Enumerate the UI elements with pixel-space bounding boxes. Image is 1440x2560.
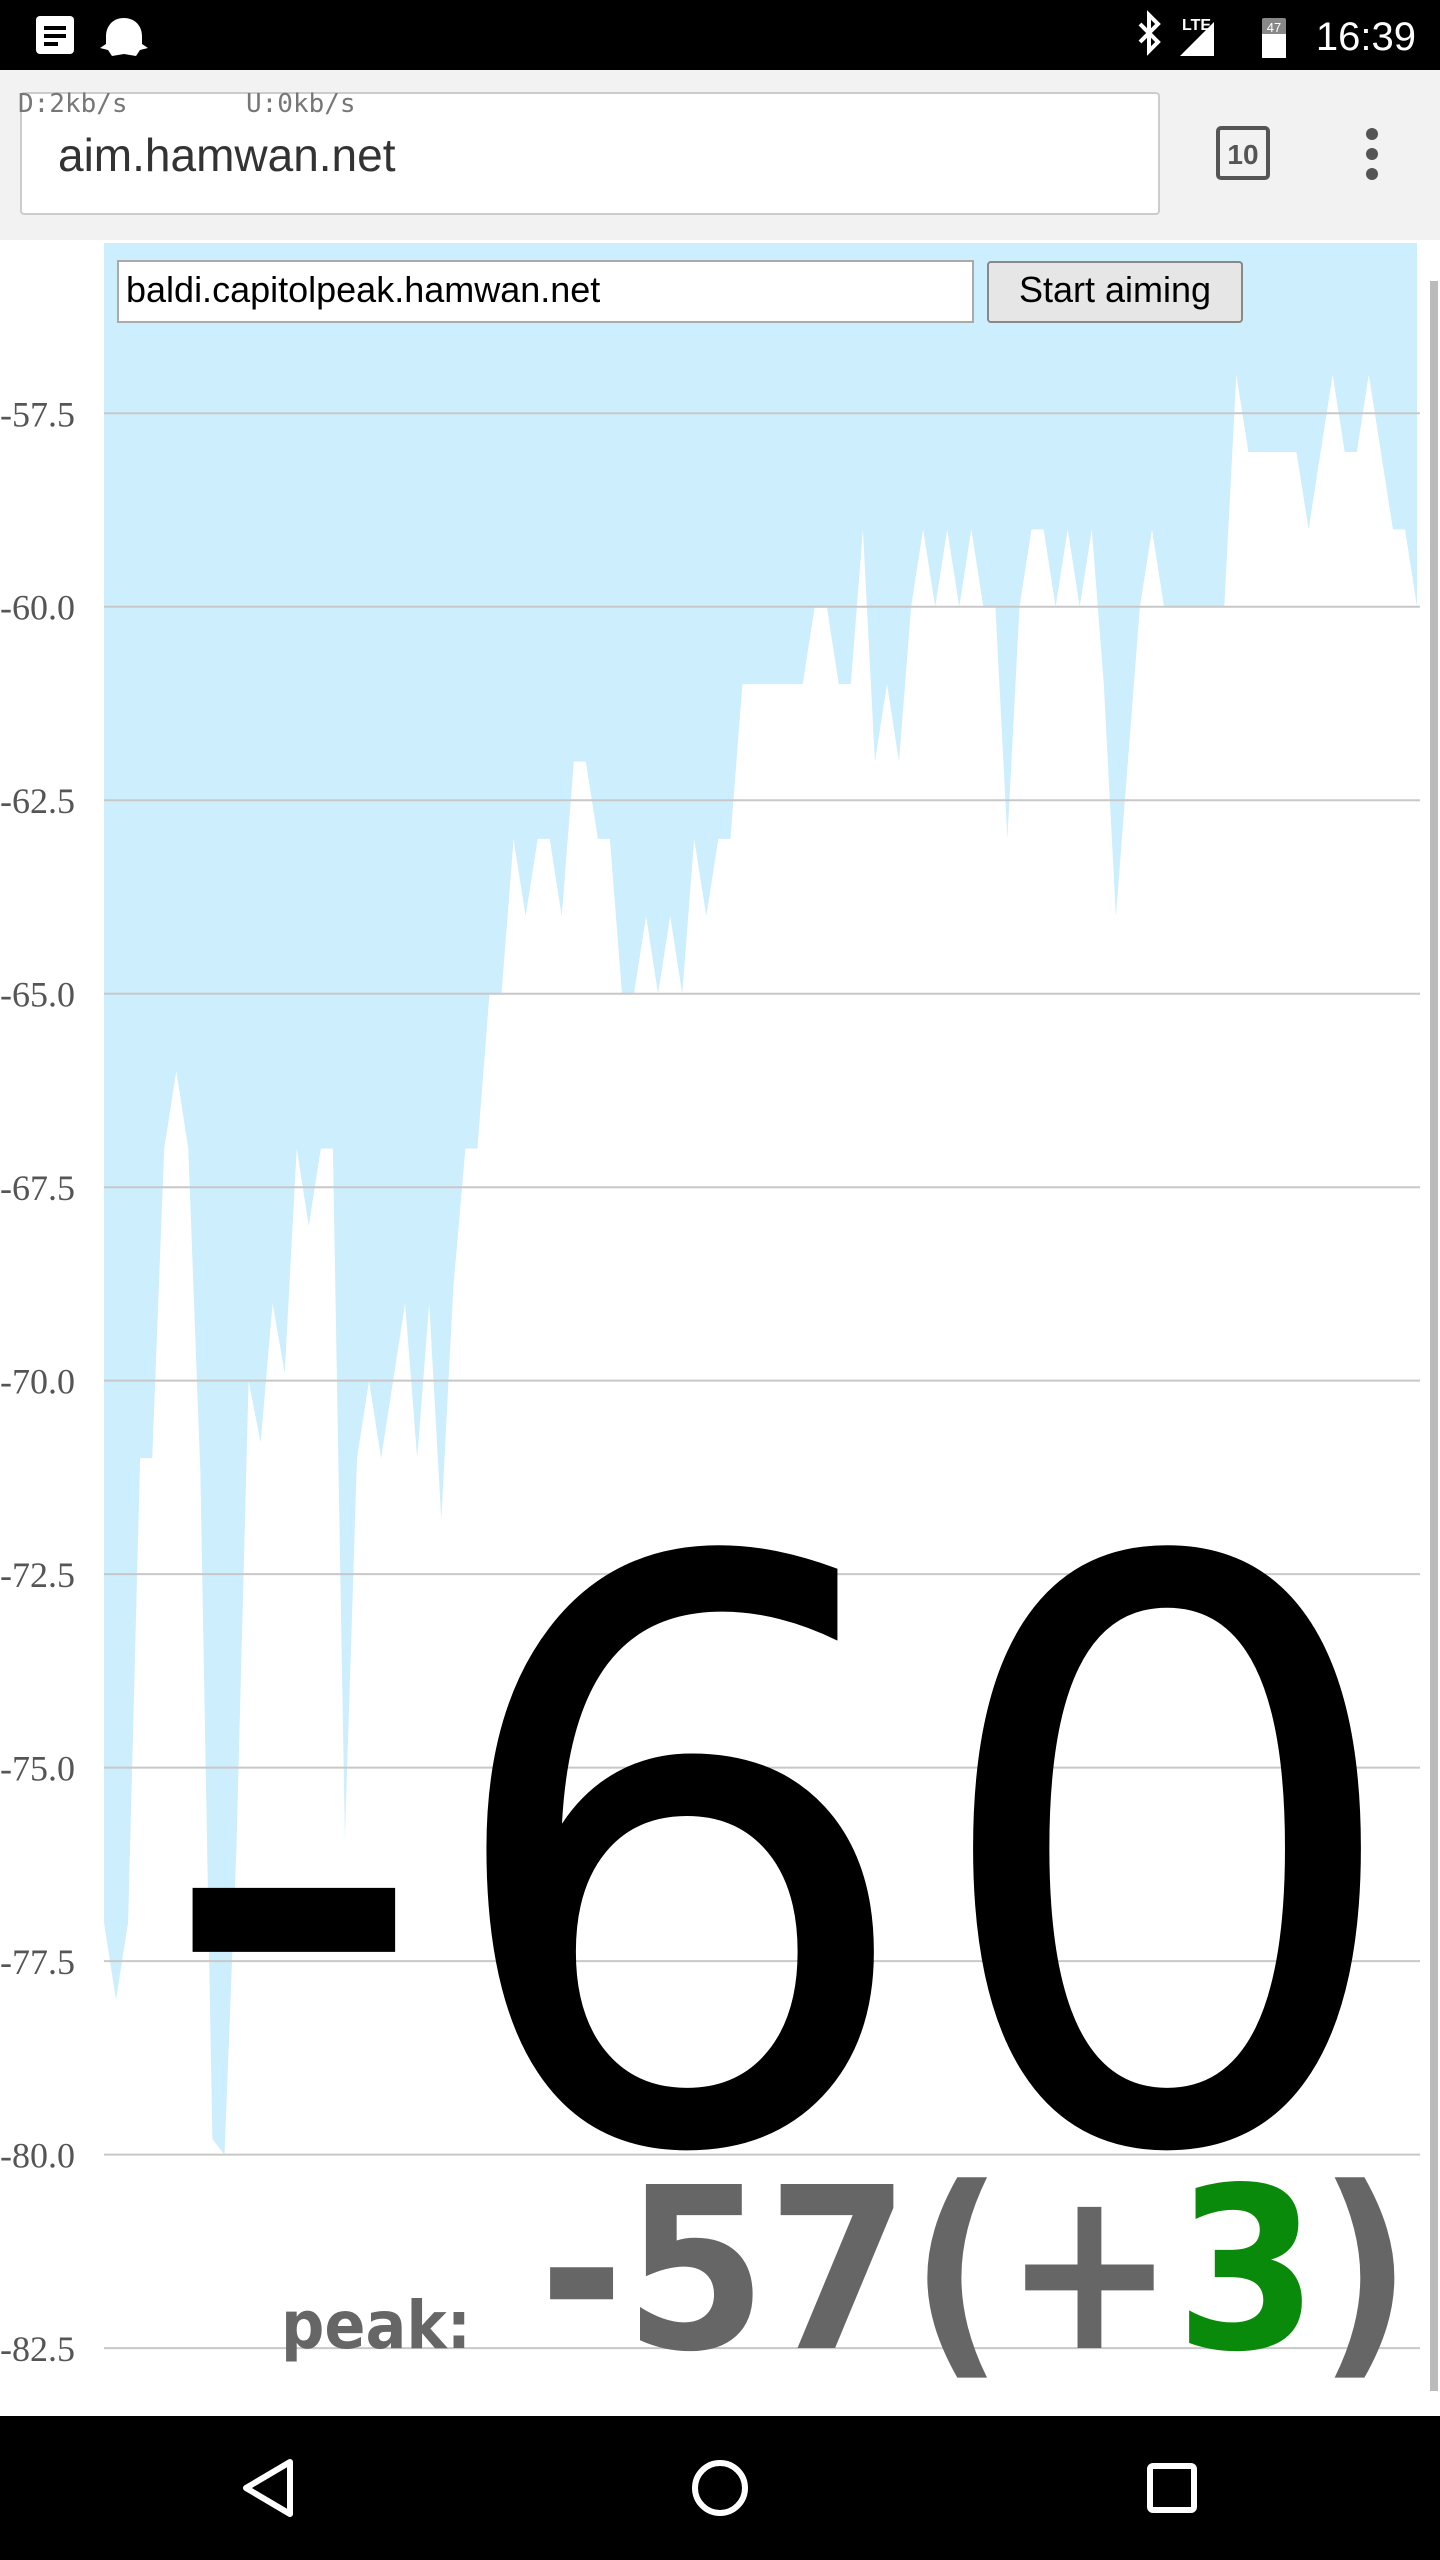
url-text: aim.hamwan.net <box>58 129 396 181</box>
y-tick-label: -75.0 <box>0 1749 75 1789</box>
y-tick-label: -65.0 <box>0 975 75 1015</box>
peak-readout: -57(+3) <box>539 2140 1412 2402</box>
back-button[interactable] <box>243 2459 293 2517</box>
start-button[interactable] <box>987 261 1243 323</box>
peak-delta: 3 <box>1175 2140 1318 2402</box>
download-rate: D:2kb/s <box>18 89 128 119</box>
y-tick-label: -62.5 <box>0 781 75 821</box>
upload-rate: U:0kb/s <box>246 89 356 119</box>
y-tick-label: -67.5 <box>0 1168 75 1208</box>
menu-dot[interactable] <box>1366 148 1378 160</box>
battery-label: 47 <box>1267 20 1281 35</box>
y-tick-label: -82.5 <box>0 2329 75 2369</box>
tabs-button[interactable] <box>1216 126 1270 180</box>
icon-line <box>44 34 66 38</box>
signal-area <box>104 243 1417 2155</box>
battery-level <box>1262 34 1286 58</box>
snapchat-icon <box>100 18 148 56</box>
y-tick-label: -77.5 <box>0 1942 75 1982</box>
bluetooth-icon <box>1138 10 1161 56</box>
start-button-label: Start aiming <box>1019 269 1211 310</box>
host-input[interactable] <box>117 260 974 323</box>
icon-line <box>44 42 58 46</box>
peak-open: (+ <box>910 2140 1176 2402</box>
y-tick-label: -72.5 <box>0 1555 75 1595</box>
peak-label: peak: <box>281 2287 471 2364</box>
status-bar <box>0 0 1440 70</box>
peak-close: ) <box>1318 2140 1412 2402</box>
y-tick-label: -70.0 <box>0 1362 75 1402</box>
peak-value: -57 <box>539 2140 910 2402</box>
lte-label: LTE <box>1182 17 1211 34</box>
y-tick-label: -57.5 <box>0 394 75 434</box>
recents-button[interactable] <box>1147 2463 1197 2513</box>
nav-bar <box>0 2416 1440 2560</box>
tabs-count: 10 <box>1227 139 1258 170</box>
y-tick-label: -80.0 <box>0 2136 75 2176</box>
chart: -57.5 -60.0 -62.5 -65.0 -67.5 -70.0 -72.5 -75.0… <box>0 243 1420 2369</box>
icon-line <box>44 26 66 30</box>
menu-dot[interactable] <box>1366 128 1378 140</box>
signal-icon <box>1180 22 1214 56</box>
url-bar[interactable] <box>20 92 1160 215</box>
y-tick-label: -60.0 <box>0 588 75 628</box>
scrollbar <box>1430 281 1438 2391</box>
current-signal: -60 <box>155 1396 1412 2328</box>
clock: 16:39 <box>1316 15 1416 59</box>
home-button[interactable] <box>692 2460 748 2516</box>
menu-dot[interactable] <box>1366 168 1378 180</box>
host-input-text: baldi.capitolpeak.hamwan.net <box>126 269 600 310</box>
